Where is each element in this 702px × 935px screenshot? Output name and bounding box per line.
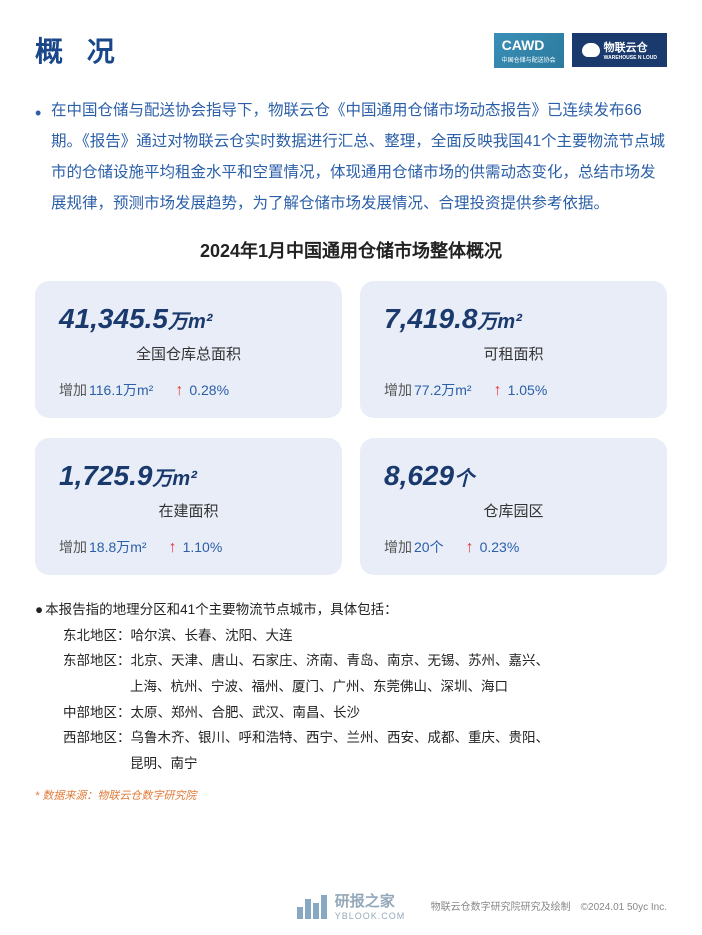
intro-paragraph: 在中国仓储与配送协会指导下，物联云仓《中国通用仓储市场动态报告》已连续发布66期… [35, 95, 667, 219]
arrow-up-icon: ↑ [175, 382, 183, 400]
header: 概 况 CAWD 中国仓储与配送协会 物联云仓 WAREHOUSE N LOUD [35, 30, 667, 70]
region-row-continuation: 昆明、南宁 [35, 751, 667, 777]
warehouse-logo-en: WAREHOUSE N LOUD [604, 55, 657, 61]
stat-value: 1,725.9万m² [59, 460, 318, 492]
source-note: * 数据来源：物联云仓数字研究院 [35, 786, 667, 807]
stat-value: 7,419.8万m² [384, 303, 643, 335]
stat-label: 全国仓库总面积 [59, 343, 318, 364]
region-row: 中部地区：太原、郑州、合肥、武汉、南昌、长沙 [35, 700, 667, 726]
arrow-up-icon: ↑ [494, 382, 502, 400]
stat-label: 仓库园区 [384, 500, 643, 521]
arrow-up-icon: ↑ [466, 539, 474, 557]
warehouse-logo-cn: 物联云仓 [604, 39, 657, 55]
region-row: 东北地区：哈尔滨、长春、沈阳、大连 [35, 623, 667, 649]
stat-card-rentable-area: 7,419.8万m² 可租面积 增加 77.2万m² ↑ 1.05% [360, 281, 667, 418]
stat-card-parks: 8,629个 仓库园区 增加 20个 ↑ 0.23% [360, 438, 667, 575]
stat-label: 在建面积 [59, 500, 318, 521]
cawd-logo-subtitle: 中国仓储与配送协会 [502, 55, 556, 64]
warehouse-logo: 物联云仓 WAREHOUSE N LOUD [572, 33, 667, 67]
bullet-icon: ● [35, 597, 43, 623]
stat-change: 增加 116.1万m² ↑ 0.28% [59, 380, 318, 400]
stat-label: 可租面积 [384, 343, 643, 364]
cawd-logo: CAWD 中国仓储与配送协会 [494, 33, 564, 68]
stat-change: 增加 18.8万m² ↑ 1.10% [59, 537, 318, 557]
stat-change: 增加 20个 ↑ 0.23% [384, 537, 643, 557]
cawd-logo-text: CAWD [502, 37, 545, 53]
stat-value: 8,629个 [384, 460, 643, 492]
stat-change: 增加 77.2万m² ↑ 1.05% [384, 380, 643, 400]
copyright-text: 物联云仓数字研究院研究及绘制 ©2024.01 50yc Inc. [431, 898, 667, 913]
cloud-icon [582, 43, 600, 57]
footer-bar: 研报之家 YBLOOK.COM 物联云仓数字研究院研究及绘制 ©2024.01 … [0, 890, 702, 921]
section-subtitle: 2024年1月中国通用仓储市场整体概况 [35, 237, 667, 263]
region-row: 东部地区：北京、天津、唐山、石家庄、济南、青岛、南京、无锡、苏州、嘉兴、 [35, 648, 667, 674]
watermark-cn: 研报之家 [335, 890, 406, 911]
stat-card-total-area: 41,345.5万m² 全国仓库总面积 增加 116.1万m² ↑ 0.28% [35, 281, 342, 418]
stat-card-construction-area: 1,725.9万m² 在建面积 增加 18.8万m² ↑ 1.10% [35, 438, 342, 575]
watermark-logo: 研报之家 YBLOOK.COM [297, 890, 406, 921]
logo-group: CAWD 中国仓储与配送协会 物联云仓 WAREHOUSE N LOUD [494, 33, 667, 68]
page-title: 概 况 [35, 30, 123, 70]
stats-grid: 41,345.5万m² 全国仓库总面积 增加 116.1万m² ↑ 0.28% … [35, 281, 667, 575]
arrow-up-icon: ↑ [169, 539, 177, 557]
stat-value: 41,345.5万m² [59, 303, 318, 335]
watermark-en: YBLOOK.COM [335, 911, 406, 921]
footnote-section: ● 本报告指的地理分区和41个主要物流节点城市，具体包括： 东北地区：哈尔滨、长… [35, 597, 667, 807]
region-row: 西部地区：乌鲁木齐、银川、呼和浩特、西宁、兰州、西安、成都、重庆、贵阳、 [35, 725, 667, 751]
bar-chart-icon [297, 893, 327, 919]
region-row-continuation: 上海、杭州、宁波、福州、厦门、广州、东莞佛山、深圳、海口 [35, 674, 667, 700]
footnote-header: ● 本报告指的地理分区和41个主要物流节点城市，具体包括： [35, 597, 667, 623]
